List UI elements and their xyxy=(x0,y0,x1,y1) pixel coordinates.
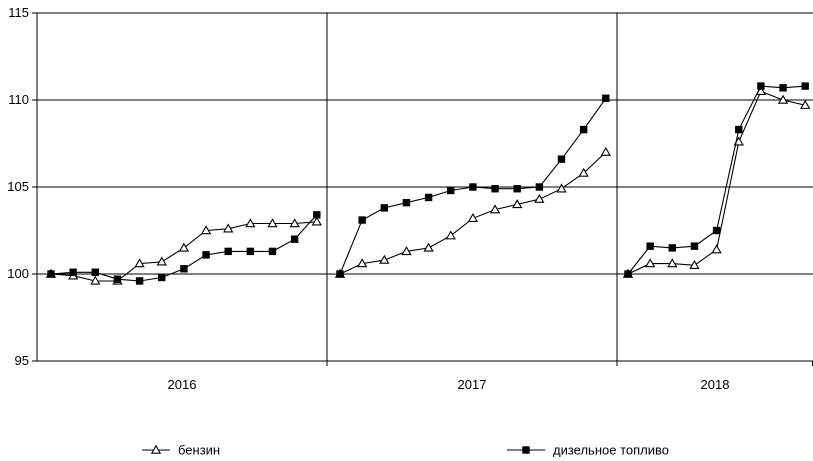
data-point xyxy=(336,270,344,278)
legend-marker xyxy=(522,446,530,454)
legend-label: бензин xyxy=(178,443,220,458)
data-point xyxy=(178,242,190,252)
legend-item-1: дизельное топливо xyxy=(507,443,669,458)
data-point xyxy=(556,183,567,193)
data-point xyxy=(69,268,77,276)
y-tick-label: 100 xyxy=(7,266,29,281)
data-point xyxy=(313,211,321,219)
data-point xyxy=(379,254,390,264)
data-point xyxy=(512,199,523,209)
data-point xyxy=(735,125,743,134)
data-point xyxy=(180,265,188,273)
data-point xyxy=(602,94,610,102)
data-point xyxy=(246,247,255,256)
data-point xyxy=(645,258,656,268)
data-point xyxy=(402,198,411,207)
data-point xyxy=(47,270,55,278)
data-point xyxy=(578,167,589,177)
data-point xyxy=(311,216,322,226)
data-point xyxy=(513,185,521,193)
data-point xyxy=(156,256,167,266)
legend-item-0: бензин xyxy=(142,443,220,458)
data-point xyxy=(113,275,122,283)
data-point xyxy=(224,247,232,256)
data-point xyxy=(358,216,366,224)
data-point xyxy=(245,218,256,228)
series-layer xyxy=(45,82,811,285)
data-point xyxy=(557,155,566,163)
legend-marker xyxy=(150,444,162,454)
data-point xyxy=(289,218,300,228)
data-point xyxy=(445,230,456,240)
data-point xyxy=(712,226,721,235)
data-point xyxy=(467,213,479,223)
data-point xyxy=(800,99,811,109)
data-point xyxy=(489,204,501,214)
data-point xyxy=(90,275,101,285)
data-point xyxy=(535,183,544,191)
data-point xyxy=(267,218,278,228)
data-point xyxy=(447,186,455,195)
data-point xyxy=(134,258,145,268)
y-tick-label: 95 xyxy=(15,353,29,368)
data-point xyxy=(158,273,166,282)
period-label-2016: 2016 xyxy=(168,377,197,392)
data-point xyxy=(779,84,787,92)
data-point xyxy=(401,246,412,256)
y-tick-label: 110 xyxy=(8,92,29,107)
data-point xyxy=(423,242,434,252)
data-point xyxy=(690,242,699,250)
grid-layer xyxy=(37,12,813,366)
y-tick-label: 115 xyxy=(8,5,29,20)
data-point xyxy=(469,183,477,191)
data-point xyxy=(491,185,499,193)
data-point xyxy=(777,94,789,104)
series-0 xyxy=(45,85,811,285)
data-point xyxy=(579,125,588,134)
data-point xyxy=(801,82,809,90)
y-tick-label: 105 xyxy=(7,179,29,194)
axes-layer: 95 100 105 110 115 2016 2017 2018 xyxy=(7,5,813,392)
data-point xyxy=(600,146,611,156)
legend-label: дизельное топливо xyxy=(553,443,669,458)
data-point xyxy=(424,193,433,202)
data-point xyxy=(357,258,368,268)
data-point xyxy=(711,244,722,254)
series-1 xyxy=(47,82,809,285)
data-point xyxy=(646,242,654,250)
data-point xyxy=(290,235,299,243)
data-point xyxy=(668,244,676,252)
period-label-2017: 2017 xyxy=(458,377,487,392)
data-point xyxy=(200,225,212,235)
legend: бензин дизельное топливо xyxy=(142,443,669,458)
data-point xyxy=(667,258,678,268)
data-point xyxy=(624,270,632,278)
data-point xyxy=(380,204,388,212)
data-point xyxy=(91,268,99,276)
data-point xyxy=(757,82,765,90)
period-label-2018: 2018 xyxy=(701,377,730,392)
data-point xyxy=(202,251,210,259)
data-point xyxy=(689,259,700,270)
data-point xyxy=(268,247,277,256)
data-point xyxy=(135,277,144,285)
data-point xyxy=(534,193,545,203)
data-point xyxy=(223,223,234,233)
